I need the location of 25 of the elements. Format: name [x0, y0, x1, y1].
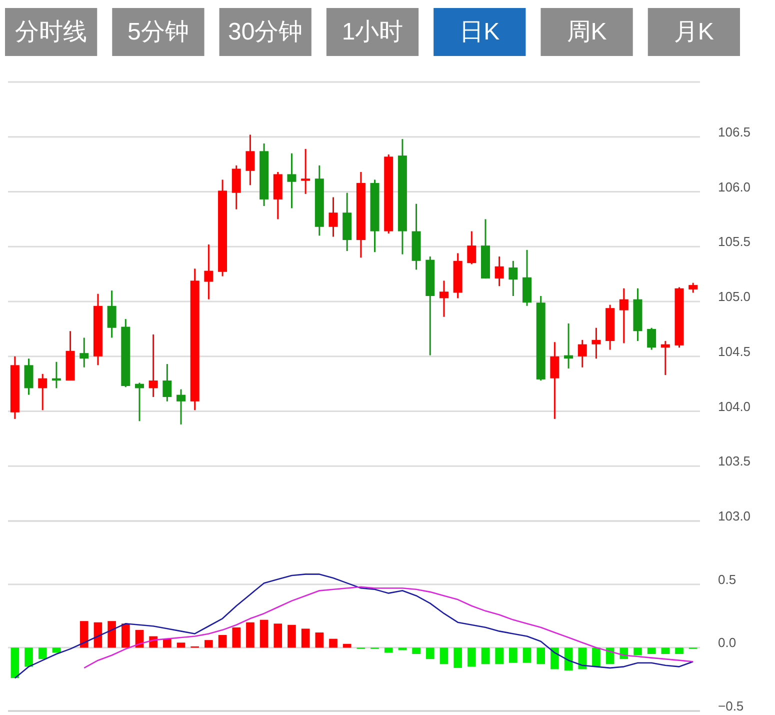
y-tick-label: 106.5: [718, 124, 751, 140]
tab: 30分钟: [219, 8, 312, 56]
y-tick-label: 105.5: [718, 234, 751, 250]
y-tick-label: 104.0: [718, 398, 751, 414]
category-label: 月K: [674, 18, 714, 46]
tab: 日K: [434, 8, 526, 56]
category-label: 30分钟: [228, 18, 303, 46]
y-tick-label: 0.0: [718, 635, 736, 650]
y-tick-label: 106.0: [718, 179, 751, 194]
category-label: 日K: [460, 18, 500, 46]
y-tick-label: 0.5: [718, 572, 736, 587]
tab: 月K: [648, 8, 740, 56]
tab: 1小时: [326, 8, 419, 56]
tab: 周K: [540, 8, 633, 56]
tab: 5分钟: [112, 8, 204, 56]
y-tick-label: 103.5: [718, 454, 751, 469]
category-label: 5分钟: [128, 18, 189, 46]
y-tick-label: 104.5: [718, 344, 751, 359]
category-label: 1小时: [342, 18, 404, 46]
y-tick-label: 103.0: [718, 508, 751, 524]
tab: 分时线: [5, 8, 98, 56]
category-label: 周K: [566, 18, 607, 46]
category-label: 分时线: [15, 18, 88, 46]
y-tick-label: 105.0: [718, 289, 751, 304]
y-tick-label: −0.5: [718, 698, 744, 714]
